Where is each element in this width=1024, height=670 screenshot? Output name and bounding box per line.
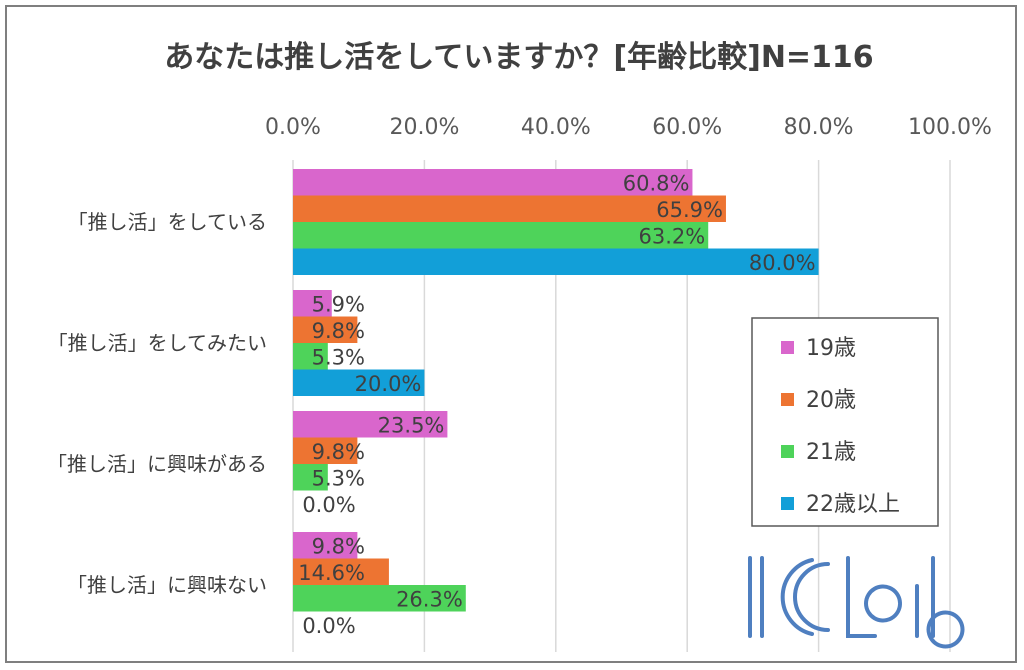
data-label: 5.3%: [312, 467, 365, 491]
bar: [293, 532, 358, 559]
logo-stroke: [846, 556, 877, 638]
data-label: 65.9%: [656, 198, 723, 222]
data-label: 0.0%: [302, 614, 355, 638]
x-tick-label: 60.0%: [652, 115, 722, 140]
bar: [293, 343, 328, 370]
bar: [293, 464, 328, 491]
chart-frame: あなたは推し活をしていますか？[年齢比較]N=116 0.0% 20.0% 40.0…: [5, 5, 1017, 663]
logo-stroke: [793, 562, 830, 632]
data-label: 5.3%: [312, 346, 365, 370]
logo-stroke: [864, 584, 919, 638]
x-tick-label: 20.0%: [389, 115, 459, 140]
legend-swatch: [781, 393, 794, 406]
legend-swatch: [781, 341, 794, 354]
legend-swatch: [781, 445, 794, 458]
x-tick-label: 0.0%: [265, 115, 321, 140]
x-tick-label: 80.0%: [784, 115, 854, 140]
bar: [293, 169, 693, 196]
data-label: 14.6%: [298, 561, 365, 585]
data-label: 20.0%: [355, 372, 422, 396]
chart-svg: あなたは推し活をしていますか？[年齢比較]N=116 0.0% 20.0% 40.0…: [47, 40, 992, 652]
category-labels: 「推し活」をしている「推し活」をしてみたい「推し活」に興味がある「推し活」に興味…: [47, 210, 267, 597]
data-label: 9.8%: [312, 440, 365, 464]
data-label: 5.9%: [312, 293, 365, 317]
x-tick-label: 100.0%: [908, 115, 992, 140]
x-tick-label: 40.0%: [521, 115, 591, 140]
data-label: 26.3%: [396, 588, 463, 612]
data-label: 80.0%: [749, 251, 816, 275]
legend-label: 21歳: [806, 440, 856, 465]
bar: [293, 195, 726, 222]
bar: [293, 248, 819, 275]
category-label: 「推し活」に興味がある: [47, 452, 267, 476]
data-label: 23.5%: [378, 414, 445, 438]
bar: [293, 222, 709, 249]
bar: [293, 316, 358, 343]
chart-title: あなたは推し活をしていますか？[年齢比較]N=116: [164, 40, 873, 75]
x-axis-ticks: 0.0% 20.0% 40.0% 60.0% 80.0% 100.0%: [265, 115, 992, 140]
legend-label: 19歳: [806, 336, 856, 361]
data-label: 9.8%: [312, 535, 365, 559]
category-label: 「推し活」をしてみたい: [48, 331, 267, 355]
data-labels: 60.8%65.9%63.2%80.0%5.9%9.8%5.3%20.0%23.…: [298, 172, 815, 639]
logo: [748, 556, 965, 649]
bar: [293, 369, 425, 396]
logo-stroke: [926, 556, 965, 649]
legend-label: 20歳: [806, 388, 856, 413]
legend-label: 22歳以上: [806, 492, 900, 517]
bar: [293, 558, 389, 585]
data-label: 63.2%: [639, 225, 706, 249]
category-label: 「推し活」に興味ない: [67, 573, 267, 597]
data-label: 0.0%: [302, 493, 355, 517]
data-label: 9.8%: [312, 319, 365, 343]
bar: [293, 585, 466, 612]
bar: [293, 411, 448, 438]
bar: [293, 290, 332, 317]
data-label: 60.8%: [623, 172, 690, 196]
bar: [293, 437, 358, 464]
bars: [293, 169, 819, 612]
category-label: 「推し活」をしている: [68, 210, 267, 234]
logo-stroke: [780, 558, 814, 636]
legend-swatch: [781, 497, 794, 510]
legend: 19歳 20歳 21歳 22歳以上: [751, 317, 939, 527]
